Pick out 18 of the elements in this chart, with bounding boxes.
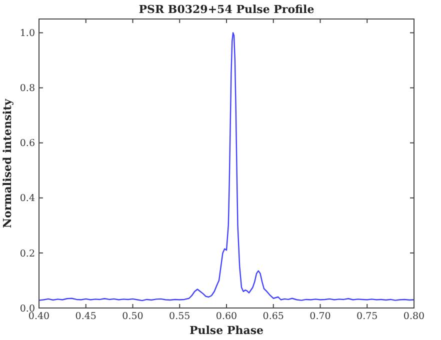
x-tick-label: 0.45 (75, 311, 96, 322)
y-tick-label: 0.8 (20, 83, 35, 94)
y-tick-label: 0.2 (20, 248, 35, 260)
y-axis-title: Normalised intensity (1, 98, 14, 228)
x-tick-label: 0.50 (122, 311, 144, 322)
x-tick-label: 0.70 (310, 311, 331, 322)
y-tick-label: 0.4 (20, 193, 35, 204)
x-axis-title: Pulse Phase (189, 324, 264, 337)
x-tick-label: 0.65 (262, 311, 284, 322)
x-tick-label: 0.75 (356, 311, 378, 322)
y-tick-label: 1.0 (20, 28, 35, 40)
x-tick-label: 0.80 (403, 311, 425, 322)
chart-title: PSR B0329+54 Pulse Profile (138, 3, 314, 16)
x-tick-label: 0.55 (169, 311, 190, 322)
line-series (38, 32, 415, 302)
y-tick-label: 0.6 (20, 138, 35, 150)
x-tick-label: 0.40 (28, 311, 50, 322)
x-tick-label: 0.60 (216, 311, 238, 322)
